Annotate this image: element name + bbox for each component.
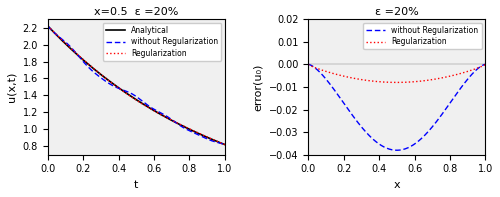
Line: Regularization: Regularization bbox=[48, 26, 225, 145]
Analytical bbox=[222, 143, 228, 146]
X-axis label: t: t bbox=[134, 180, 138, 190]
Legend: without Regularization, Regularization: without Regularization, Regularization bbox=[363, 23, 482, 49]
Regularization bbox=[482, 63, 488, 66]
without Regularization bbox=[92, 72, 98, 74]
without Regularization bbox=[482, 63, 488, 66]
without Regularization bbox=[394, 149, 400, 151]
Analytical bbox=[92, 69, 98, 71]
without Regularization bbox=[222, 143, 228, 146]
Regularization bbox=[468, 69, 474, 72]
X-axis label: x: x bbox=[394, 180, 400, 190]
Y-axis label: u(x,t): u(x,t) bbox=[7, 72, 17, 102]
Analytical bbox=[44, 25, 51, 27]
Line: Analytical: Analytical bbox=[48, 26, 225, 145]
Analytical bbox=[213, 140, 219, 142]
Regularization bbox=[394, 81, 400, 84]
Regularization bbox=[306, 63, 312, 66]
without Regularization bbox=[207, 139, 213, 141]
Regularization bbox=[213, 140, 219, 142]
without Regularization bbox=[56, 35, 62, 37]
Title: ε =20%: ε =20% bbox=[375, 7, 418, 17]
Analytical bbox=[207, 137, 213, 140]
without Regularization bbox=[306, 63, 312, 66]
Regularization bbox=[338, 74, 344, 77]
without Regularization bbox=[316, 70, 322, 72]
Analytical bbox=[78, 57, 84, 59]
Legend: Analytical, without Regularization, Regularization: Analytical, without Regularization, Regu… bbox=[102, 23, 221, 61]
Regularization bbox=[474, 67, 480, 69]
Regularization bbox=[222, 143, 228, 146]
Y-axis label: error(u₀): error(u₀) bbox=[254, 63, 264, 111]
without Regularization bbox=[474, 68, 480, 70]
without Regularization bbox=[338, 98, 344, 101]
without Regularization bbox=[44, 25, 51, 27]
Analytical bbox=[56, 36, 62, 38]
Line: without Regularization: without Regularization bbox=[308, 64, 486, 150]
Regularization bbox=[56, 35, 62, 38]
Line: without Regularization: without Regularization bbox=[48, 26, 225, 144]
Regularization bbox=[207, 137, 213, 139]
Regularization bbox=[352, 77, 358, 80]
without Regularization bbox=[52, 32, 58, 34]
Regularization bbox=[312, 67, 318, 69]
Regularization bbox=[44, 25, 51, 27]
Regularization bbox=[52, 32, 58, 34]
without Regularization bbox=[213, 141, 219, 143]
Regularization bbox=[92, 68, 98, 71]
Line: Regularization: Regularization bbox=[308, 64, 486, 82]
Analytical bbox=[52, 32, 58, 34]
without Regularization bbox=[352, 118, 358, 121]
without Regularization bbox=[468, 74, 474, 76]
Title: x=0.5  ε =20%: x=0.5 ε =20% bbox=[94, 7, 178, 17]
Regularization bbox=[78, 56, 84, 59]
without Regularization bbox=[78, 57, 84, 60]
Regularization bbox=[316, 68, 322, 70]
without Regularization bbox=[312, 67, 318, 69]
